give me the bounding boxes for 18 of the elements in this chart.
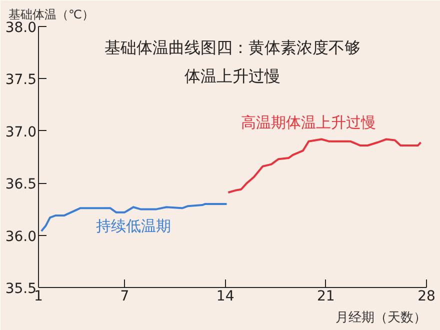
line-series	[227, 138, 422, 194]
x-tick-label: 7	[120, 288, 130, 304]
y-tick-label: 36.5	[5, 176, 36, 193]
x-tick-label: 14	[216, 288, 234, 304]
x-tick-label: 1	[34, 288, 43, 304]
series-label: 高温期体温上升过慢	[241, 114, 376, 132]
x-tick-label: 28	[418, 288, 436, 304]
x-axis-title: 月经期（天数）	[336, 310, 426, 326]
text: 基础体温曲线图四：黄体素浓度不够体温上升过慢	[104, 38, 360, 86]
y-tick-label: 35.5	[5, 281, 36, 297]
y-tick-label: 37.0	[5, 124, 36, 140]
line-series	[40, 202, 228, 232]
series-label: 持续低温期	[96, 216, 171, 235]
y-axis-title: 基础体温（℃）	[8, 8, 94, 22]
y-tick-label: 36.0	[5, 228, 36, 245]
x-tick-label: 21	[317, 288, 335, 304]
y-tick-label: 37.5	[5, 72, 36, 88]
y-tick-label: 38.0	[5, 20, 36, 36]
